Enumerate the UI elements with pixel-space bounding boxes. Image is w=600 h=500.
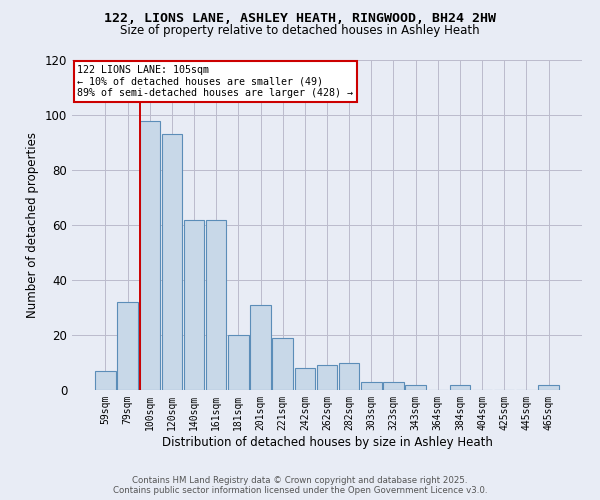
- X-axis label: Distribution of detached houses by size in Ashley Heath: Distribution of detached houses by size …: [161, 436, 493, 448]
- Text: 122 LIONS LANE: 105sqm
← 10% of detached houses are smaller (49)
89% of semi-det: 122 LIONS LANE: 105sqm ← 10% of detached…: [77, 65, 353, 98]
- Bar: [383, 382, 404, 390]
- Bar: [339, 362, 359, 390]
- Bar: [118, 302, 138, 390]
- Bar: [250, 304, 271, 390]
- Text: Contains HM Land Registry data © Crown copyright and database right 2025.
Contai: Contains HM Land Registry data © Crown c…: [113, 476, 487, 495]
- Bar: [450, 384, 470, 390]
- Bar: [361, 382, 382, 390]
- Bar: [406, 384, 426, 390]
- Bar: [228, 335, 248, 390]
- Text: 122, LIONS LANE, ASHLEY HEATH, RINGWOOD, BH24 2HW: 122, LIONS LANE, ASHLEY HEATH, RINGWOOD,…: [104, 12, 496, 26]
- Bar: [317, 365, 337, 390]
- Bar: [184, 220, 204, 390]
- Text: Size of property relative to detached houses in Ashley Heath: Size of property relative to detached ho…: [120, 24, 480, 37]
- Bar: [272, 338, 293, 390]
- Bar: [161, 134, 182, 390]
- Y-axis label: Number of detached properties: Number of detached properties: [26, 132, 39, 318]
- Bar: [95, 371, 116, 390]
- Bar: [295, 368, 315, 390]
- Bar: [140, 120, 160, 390]
- Bar: [206, 220, 226, 390]
- Bar: [538, 384, 559, 390]
